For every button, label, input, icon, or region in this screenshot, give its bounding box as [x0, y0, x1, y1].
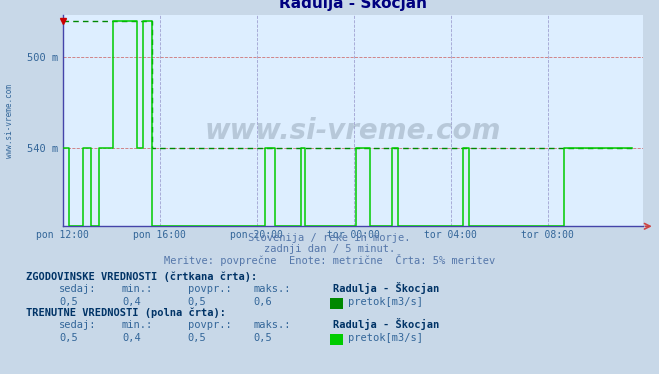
Text: min.:: min.: [122, 321, 153, 330]
Text: maks.:: maks.: [254, 285, 291, 294]
Text: TRENUTNE VREDNOSTI (polna črta):: TRENUTNE VREDNOSTI (polna črta): [26, 307, 226, 318]
Text: maks.:: maks.: [254, 321, 291, 330]
Text: Radulja - Škocjan: Radulja - Škocjan [333, 318, 439, 330]
Text: 0,5: 0,5 [188, 297, 206, 307]
Text: zadnji dan / 5 minut.: zadnji dan / 5 minut. [264, 245, 395, 254]
Text: 0,5: 0,5 [254, 333, 272, 343]
Text: Radulja - Škocjan: Radulja - Škocjan [333, 282, 439, 294]
Text: sedaj:: sedaj: [59, 321, 97, 330]
Text: pretok[m3/s]: pretok[m3/s] [348, 297, 423, 307]
Text: povpr.:: povpr.: [188, 285, 231, 294]
Text: 0,4: 0,4 [122, 333, 140, 343]
Text: Meritve: povprečne  Enote: metrične  Črta: 5% meritev: Meritve: povprečne Enote: metrične Črta:… [164, 254, 495, 266]
Text: 0,6: 0,6 [254, 297, 272, 307]
Text: 0,5: 0,5 [59, 297, 78, 307]
Text: 0,5: 0,5 [188, 333, 206, 343]
Text: min.:: min.: [122, 285, 153, 294]
Text: www.si-vreme.com: www.si-vreme.com [5, 84, 14, 157]
Text: ZGODOVINSKE VREDNOSTI (črtkana črta):: ZGODOVINSKE VREDNOSTI (črtkana črta): [26, 272, 258, 282]
Text: pretok[m3/s]: pretok[m3/s] [348, 333, 423, 343]
Text: www.si-vreme.com: www.si-vreme.com [204, 117, 501, 145]
Text: 0,4: 0,4 [122, 297, 140, 307]
Title: Radulja - Škocjan: Radulja - Škocjan [279, 0, 426, 11]
Text: sedaj:: sedaj: [59, 285, 97, 294]
Text: 0,5: 0,5 [59, 333, 78, 343]
Text: povpr.:: povpr.: [188, 321, 231, 330]
Text: Slovenija / reke in morje.: Slovenija / reke in morje. [248, 233, 411, 243]
